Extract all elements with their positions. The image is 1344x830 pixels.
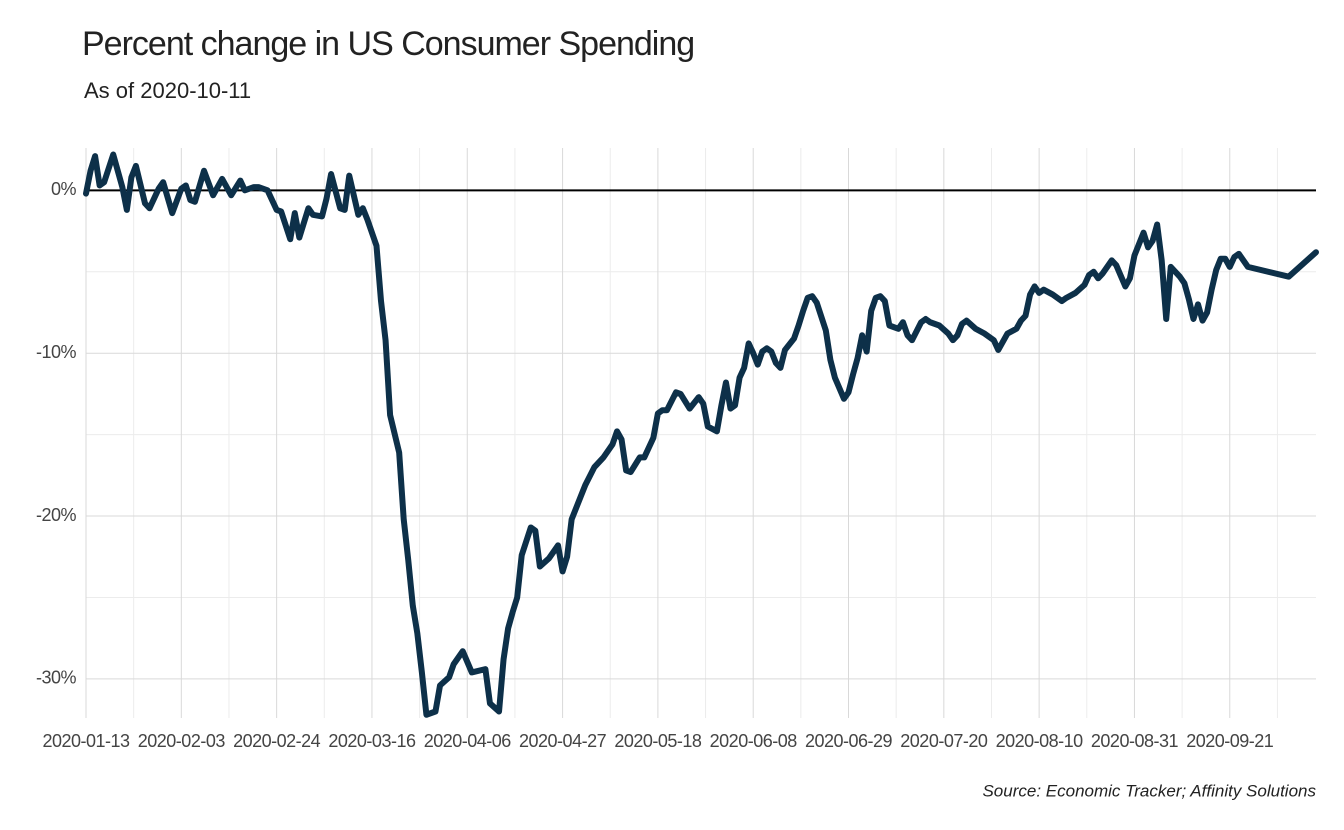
- x-tick-label: 2020-09-21: [1186, 731, 1274, 751]
- x-tick-label: 2020-02-24: [233, 731, 321, 751]
- x-tick-label: 2020-06-29: [805, 731, 893, 751]
- y-tick-label: 0%: [51, 179, 77, 199]
- x-tick-label: 2020-07-20: [900, 731, 988, 751]
- y-tick-label: -20%: [36, 505, 77, 525]
- data-line: [83, 151, 1319, 718]
- x-tick-label: 2020-05-18: [614, 731, 702, 751]
- x-tick-label: 2020-08-10: [996, 731, 1084, 751]
- caption: Source: Economic Tracker; Affinity Solut…: [982, 781, 1316, 800]
- x-tick-label: 2020-08-31: [1091, 731, 1179, 751]
- x-tick-label: 2020-01-13: [42, 731, 130, 751]
- y-tick-label: -10%: [36, 342, 77, 362]
- chart-subtitle: As of 2020-10-11: [84, 78, 251, 103]
- x-tick-label: 2020-02-03: [138, 731, 226, 751]
- x-tick-label: 2020-03-16: [328, 731, 416, 751]
- x-tick-label: 2020-06-08: [710, 731, 798, 751]
- chart-title: Percent change in US Consumer Spending: [82, 25, 694, 63]
- y-tick-label: -30%: [36, 668, 77, 688]
- x-tick-label: 2020-04-27: [519, 731, 607, 751]
- x-tick-label: 2020-04-06: [424, 731, 512, 751]
